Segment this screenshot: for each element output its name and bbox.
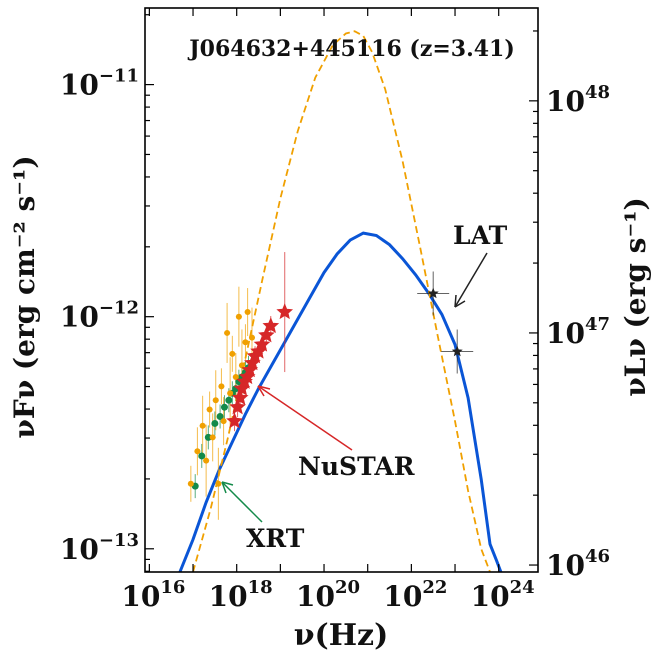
plot-frame xyxy=(144,7,539,573)
y-tick-label-left: 10−11 xyxy=(60,66,139,102)
y-tick-label-right: 1048 xyxy=(546,82,610,118)
data-point xyxy=(225,396,233,404)
data-point xyxy=(206,406,213,413)
data-point xyxy=(216,412,224,420)
model-curve-0 xyxy=(178,231,503,572)
y-tick-label-right: 1046 xyxy=(546,546,610,582)
data-point xyxy=(238,362,245,369)
annotation-nustar: NuSTAR xyxy=(257,385,415,481)
data-point xyxy=(215,480,222,487)
data-point xyxy=(220,418,227,425)
tick-labels: 1016 1018 1020 1022 1024 10−11 10−12 10−13 1048 1… xyxy=(60,66,610,613)
x-tick-label: 1024 xyxy=(471,577,535,613)
data-point xyxy=(204,433,212,441)
data-point xyxy=(199,422,206,429)
axis-ticks xyxy=(145,8,538,572)
annotation-lat-arrow xyxy=(454,252,488,308)
data-point xyxy=(227,390,234,397)
data-point xyxy=(218,383,225,390)
data-point xyxy=(244,309,251,316)
y-tick-label-left: 10−13 xyxy=(60,530,139,566)
data-point xyxy=(231,389,249,406)
annotation-lat-label: LAT xyxy=(453,221,508,250)
annotation-xrt: XRT xyxy=(221,481,305,553)
data-point xyxy=(253,335,271,352)
data-point xyxy=(187,480,194,487)
annotation-nustar-label: NuSTAR xyxy=(298,452,415,481)
x-axis-label: ν(Hz) xyxy=(294,618,389,653)
data-point xyxy=(276,303,294,320)
y-axis-label-right: νLν (erg s⁻¹) xyxy=(619,197,652,397)
data-point xyxy=(235,313,242,320)
data-point xyxy=(209,434,216,441)
data-point xyxy=(220,403,228,411)
annotation-xrt-arrowhead xyxy=(221,481,234,494)
data-point xyxy=(229,350,236,357)
data-point xyxy=(198,452,206,460)
x-tick-label: 1018 xyxy=(209,577,273,613)
x-tick-label: 1016 xyxy=(121,577,185,613)
data-points xyxy=(187,287,463,490)
data-point xyxy=(248,334,255,341)
data-point xyxy=(242,339,249,346)
x-tick-label: 1022 xyxy=(383,577,447,613)
data-point xyxy=(232,374,239,381)
model-curves xyxy=(178,30,503,572)
y-tick-label-left: 10−12 xyxy=(60,298,139,334)
y-tick-label-right: 1047 xyxy=(546,314,610,350)
annotation-nustar-arrow xyxy=(257,385,353,451)
annotation-lat-arrowhead xyxy=(454,294,466,308)
x-tick-label: 1020 xyxy=(296,577,360,613)
data-point xyxy=(229,398,246,415)
y-axis-label-left: νFν (erg cm⁻² s⁻¹) xyxy=(8,155,41,438)
data-point xyxy=(262,317,280,334)
data-point xyxy=(224,329,231,336)
data-point xyxy=(427,287,439,299)
model-curve-1 xyxy=(192,30,491,572)
annotation-lat: LAT xyxy=(453,221,508,308)
data-point xyxy=(203,457,210,464)
data-point xyxy=(451,345,463,357)
data-point xyxy=(211,419,219,427)
annotation-xrt-label: XRT xyxy=(246,524,305,553)
data-point xyxy=(212,397,219,404)
data-point xyxy=(226,412,243,429)
data-point xyxy=(194,448,201,455)
data-point xyxy=(258,326,275,343)
annotation-xrt-arrow xyxy=(221,481,263,523)
annotation-nustar-arrowhead xyxy=(257,385,271,397)
chart-title: J064632+445116 (z=3.41) xyxy=(187,36,515,62)
